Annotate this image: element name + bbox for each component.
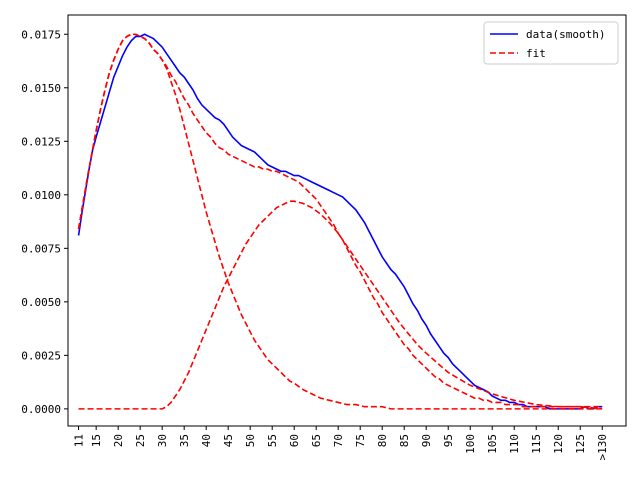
x-tick-label: 30 xyxy=(156,434,169,447)
y-tick-label: 0.0000 xyxy=(21,403,61,416)
y-tick-label: 0.0150 xyxy=(21,82,61,95)
x-tick-label: >130 xyxy=(596,434,609,461)
x-tick-label: 110 xyxy=(508,434,521,454)
legend-label: data(smooth) xyxy=(526,28,605,41)
y-tick-label: 0.0075 xyxy=(21,242,61,255)
series-layer xyxy=(77,33,603,410)
x-tick-label: 50 xyxy=(244,434,257,447)
x-tick-label: 80 xyxy=(376,434,389,447)
y-tick-label: 0.0050 xyxy=(21,296,61,309)
x-tick-label: 45 xyxy=(222,434,235,447)
fit-line-3 xyxy=(77,33,603,410)
x-tick-label: 75 xyxy=(354,434,367,447)
x-tick-label: 100 xyxy=(464,434,477,454)
fit-line-2 xyxy=(78,200,603,410)
y-axis: 0.0000 0.0025 0.0050 0.0075 0.0100 0.0125 0.01… xyxy=(21,28,68,416)
y-tick-label: 0.0025 xyxy=(21,349,61,362)
x-tick-label: 15 xyxy=(90,434,103,447)
x-tick-label: 20 xyxy=(112,434,125,447)
x-tick-label: 120 xyxy=(552,434,565,454)
x-tick-label: 105 xyxy=(486,434,499,454)
legend: data(smooth) fit xyxy=(483,21,619,65)
x-tick-label: 65 xyxy=(310,434,323,447)
legend-label: fit xyxy=(526,47,546,60)
x-tick-label: 115 xyxy=(530,434,543,454)
x-tick-label: 125 xyxy=(574,434,587,454)
x-tick-label: 40 xyxy=(200,434,213,447)
plot-frame xyxy=(67,14,627,427)
x-tick-label: 25 xyxy=(134,434,147,447)
y-tick-label: 0.0125 xyxy=(21,135,61,148)
x-tick-label: 70 xyxy=(332,434,345,447)
x-tick-label: 90 xyxy=(420,434,433,447)
x-axis: 11 15 20 25 30 35 40 45 50 55 60 65 70 75 80 85 90 95 100 1… xyxy=(73,426,609,461)
x-tick-label: 95 xyxy=(442,434,455,447)
data-smooth-line xyxy=(77,33,603,410)
x-tick-label: 85 xyxy=(398,434,411,447)
y-tick-label: 0.0175 xyxy=(21,28,61,41)
y-tick-label: 0.0100 xyxy=(21,189,61,202)
x-tick-label: 11 xyxy=(73,434,86,447)
x-tick-label: 55 xyxy=(266,434,279,447)
x-tick-label: 60 xyxy=(288,434,301,447)
x-tick-label: 35 xyxy=(178,434,191,447)
